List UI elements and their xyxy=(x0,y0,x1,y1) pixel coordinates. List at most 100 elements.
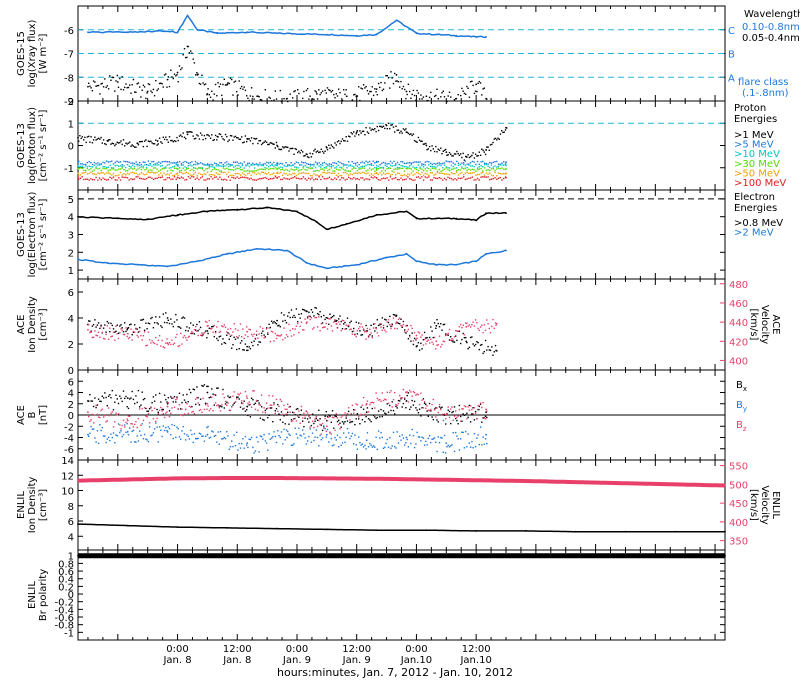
scatter-dot xyxy=(391,77,393,79)
scatter-dot xyxy=(195,329,197,331)
scatter-dot xyxy=(161,142,163,144)
scatter-dot xyxy=(464,178,467,181)
scatter-dot xyxy=(193,138,196,140)
scatter-dot xyxy=(400,161,402,163)
scatter-dot xyxy=(306,316,309,318)
scatter-dot xyxy=(460,323,462,326)
scatter-dot xyxy=(140,319,142,321)
scatter-dot xyxy=(395,315,397,317)
scatter-dot xyxy=(126,423,128,425)
scatter-dot xyxy=(295,433,298,435)
scatter-dot xyxy=(343,323,345,325)
scatter-dot xyxy=(459,169,461,171)
scatter-dot xyxy=(290,309,293,311)
scatter-dot xyxy=(389,167,392,169)
scatter-dot xyxy=(257,169,259,171)
scatter-dot xyxy=(349,164,352,167)
scatter-dot xyxy=(406,438,408,441)
scatter-dot xyxy=(329,431,331,433)
scatter-dot xyxy=(104,392,106,394)
scatter-dot xyxy=(313,439,315,442)
scatter-dot xyxy=(331,316,334,318)
scatter-dot xyxy=(482,160,484,163)
scatter-dot xyxy=(250,174,252,176)
scatter-dot xyxy=(160,325,162,327)
scatter-dot xyxy=(298,410,300,412)
scatter-dot xyxy=(471,324,473,326)
scatter-dot xyxy=(381,126,383,128)
data-point xyxy=(77,136,79,139)
scatter-dot xyxy=(274,176,277,178)
scatter-dot xyxy=(150,140,152,142)
scatter-dot xyxy=(135,172,137,174)
scatter-dot xyxy=(465,414,467,416)
scatter-dot xyxy=(409,408,411,411)
y-tick-label: -6 xyxy=(64,26,74,37)
scatter-dot xyxy=(114,442,116,444)
scatter-dot xyxy=(139,167,141,169)
scatter-dot xyxy=(92,405,95,408)
scatter-dot xyxy=(396,172,399,174)
scatter-dot xyxy=(344,441,346,443)
scatter-dot xyxy=(315,151,317,153)
scatter-dot xyxy=(270,320,273,322)
scatter-dot xyxy=(112,432,115,434)
scatter-dot xyxy=(130,162,132,165)
y-label-line: GOES-13 xyxy=(16,123,27,168)
scatter-dot xyxy=(121,327,123,329)
scatter-dot xyxy=(250,177,252,180)
scatter-dot xyxy=(252,344,254,347)
scatter-dot xyxy=(443,164,446,166)
scatter-dot xyxy=(89,141,91,143)
scatter-dot xyxy=(238,335,240,337)
scatter-dot xyxy=(189,162,191,164)
scatter-dot xyxy=(359,130,361,132)
scatter-dot xyxy=(302,329,304,331)
scatter-dot xyxy=(191,165,193,167)
scatter-dot xyxy=(292,147,294,150)
scatter-dot xyxy=(386,403,388,405)
scatter-dot xyxy=(360,444,362,446)
scatter-dot xyxy=(412,161,414,164)
scatter-dot xyxy=(499,164,501,166)
scatter-dot xyxy=(201,163,204,165)
scatter-dot xyxy=(427,148,429,150)
scatter-dot xyxy=(172,397,174,399)
scatter-dot xyxy=(485,169,487,171)
scatter-dot xyxy=(294,90,296,92)
scatter-dot xyxy=(192,324,194,326)
scatter-dot xyxy=(147,160,150,162)
scatter-dot xyxy=(252,164,254,166)
scatter-dot xyxy=(165,174,167,176)
scatter-dot xyxy=(323,161,325,164)
scatter-dot xyxy=(387,411,390,413)
scatter-dot xyxy=(319,93,321,96)
scatter-dot xyxy=(343,423,345,425)
scatter-dot xyxy=(282,421,284,423)
scatter-dot xyxy=(183,399,186,401)
scatter-dot xyxy=(318,151,320,154)
scatter-dot xyxy=(369,334,371,336)
scatter-dot xyxy=(285,165,287,168)
scatter-dot xyxy=(133,166,136,168)
scatter-dot xyxy=(79,177,82,179)
data-point xyxy=(435,340,438,343)
scatter-dot xyxy=(126,170,129,172)
scatter-dot xyxy=(281,174,284,176)
scatter-dot xyxy=(98,163,101,165)
series-line xyxy=(77,248,507,270)
scatter-dot xyxy=(432,418,434,421)
scatter-dot xyxy=(325,322,327,325)
scatter-dot xyxy=(250,397,253,399)
scatter-dot xyxy=(417,412,420,414)
scatter-dot xyxy=(431,163,433,166)
scatter-dot xyxy=(188,327,191,329)
scatter-dot xyxy=(162,413,164,415)
scatter-dot xyxy=(426,337,428,339)
scatter-dot xyxy=(423,143,426,145)
scatter-dot xyxy=(136,401,138,404)
scatter-dot xyxy=(158,409,161,411)
scatter-dot xyxy=(456,419,458,422)
scatter-dot xyxy=(116,179,118,181)
